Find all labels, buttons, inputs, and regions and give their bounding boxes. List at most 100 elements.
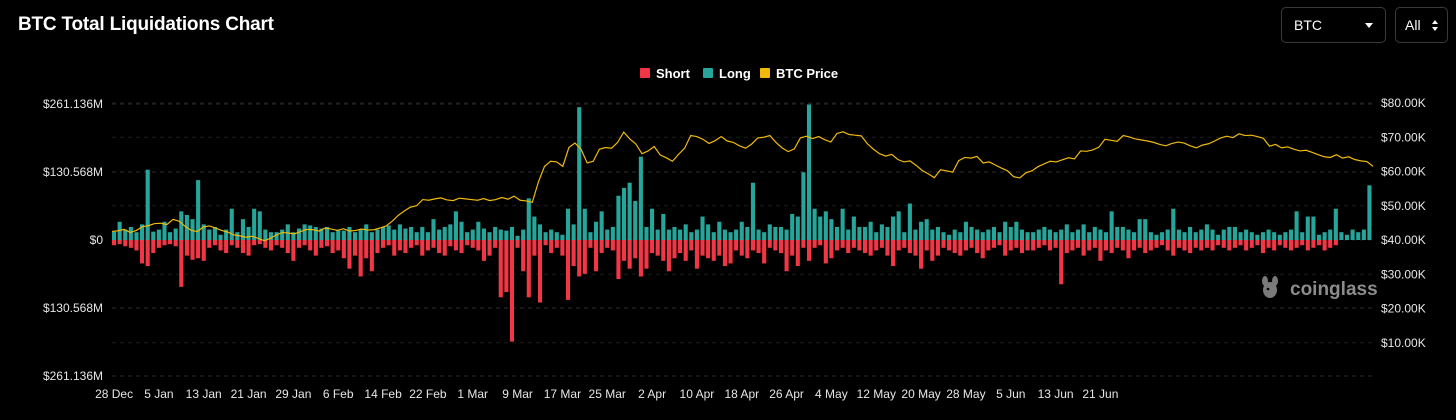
long-bar [773, 226, 778, 240]
long-bar [1098, 229, 1103, 240]
y-left-tick-label: $261.136M [43, 369, 103, 383]
long-bar [868, 221, 873, 240]
short-bar [285, 240, 290, 254]
long-bar [1036, 229, 1041, 240]
short-bar [565, 240, 571, 300]
long-bar [1115, 226, 1120, 240]
short-bar [700, 240, 705, 256]
long-bar [1160, 232, 1165, 240]
short-bar [947, 240, 952, 251]
short-bar [420, 240, 425, 256]
legend-swatch [703, 68, 713, 78]
short-bar [952, 240, 957, 254]
long-bar [980, 232, 985, 240]
long-bar [1042, 226, 1047, 240]
short-bar [1249, 240, 1254, 248]
long-bar [515, 235, 520, 240]
long-bar [1075, 229, 1081, 240]
long-bar [151, 231, 156, 240]
chevron-down-icon [1365, 22, 1373, 28]
long-bar [750, 182, 756, 240]
long-bar [689, 232, 694, 240]
short-bar [1025, 240, 1030, 251]
short-bar [179, 240, 184, 287]
short-bar [352, 240, 358, 256]
short-bar [560, 240, 565, 256]
short-bar [963, 240, 968, 251]
short-bar [991, 240, 996, 248]
long-bar [532, 216, 537, 240]
long-bar [274, 232, 279, 240]
short-bar [812, 240, 817, 248]
short-bar [1137, 240, 1142, 248]
y-right-tick-label: $80.00K [1381, 96, 1426, 110]
short-bar [1260, 240, 1266, 254]
long-bar [414, 232, 419, 240]
long-bar [476, 221, 481, 240]
long-bar [257, 211, 262, 240]
short-bar [465, 240, 470, 246]
coin-select[interactable]: BTC [1281, 7, 1386, 43]
short-bar [1120, 240, 1125, 251]
long-bar [403, 228, 408, 240]
short-bar [717, 240, 722, 256]
long-bar [268, 232, 274, 240]
long-bar [425, 232, 430, 240]
short-bar [661, 240, 666, 261]
long-bar [638, 156, 643, 240]
long-bar [605, 229, 610, 240]
long-bar [941, 232, 946, 240]
x-tick-label: 1 Mar [457, 387, 488, 401]
short-bar [156, 240, 161, 248]
short-bar [493, 240, 498, 248]
short-bar [638, 240, 643, 277]
x-tick-label: 6 Feb [323, 387, 354, 401]
page-title: BTC Total Liquidations Chart [18, 14, 274, 35]
long-bar [1120, 226, 1125, 240]
long-bar [420, 226, 425, 240]
short-bar [274, 240, 279, 246]
short-bar [885, 240, 890, 256]
range-select[interactable]: All [1395, 7, 1448, 43]
long-bar [1305, 216, 1310, 240]
long-bar [991, 226, 996, 240]
long-bar [633, 200, 638, 240]
long-bar [644, 226, 649, 240]
long-bar [347, 226, 352, 240]
short-bar [1328, 240, 1333, 248]
short-bar [1008, 240, 1013, 251]
long-bar [526, 198, 531, 240]
short-bar [386, 240, 391, 246]
short-bar [734, 240, 739, 251]
short-bar [745, 240, 750, 259]
long-bar [1244, 229, 1249, 240]
short-bar [1019, 240, 1025, 254]
legend-label: BTC Price [776, 66, 838, 81]
short-bar [1232, 240, 1237, 248]
legend-swatch [640, 68, 650, 78]
x-tick-label: 28 Dec [95, 387, 133, 401]
short-bar [672, 240, 677, 259]
short-bar [280, 240, 285, 248]
long-bar [543, 232, 548, 240]
short-bar [930, 240, 935, 261]
long-bar [291, 232, 296, 240]
long-bar [622, 187, 627, 240]
short-bar [403, 240, 408, 254]
watermark: coinglass [1262, 276, 1378, 300]
short-bar [526, 240, 531, 298]
short-bar [582, 240, 587, 274]
long-bar [1204, 224, 1209, 240]
short-bar [689, 240, 694, 251]
long-bar [358, 229, 363, 240]
short-bar [117, 240, 122, 245]
short-bar [381, 240, 386, 248]
long-bar [341, 230, 346, 240]
long-bar [386, 225, 391, 240]
coinglass-logo-icon [1262, 276, 1278, 298]
short-bar [969, 240, 974, 248]
long-bar [296, 228, 302, 240]
short-bar [476, 240, 481, 251]
long-bar [577, 107, 582, 240]
long-bar [1277, 234, 1282, 240]
